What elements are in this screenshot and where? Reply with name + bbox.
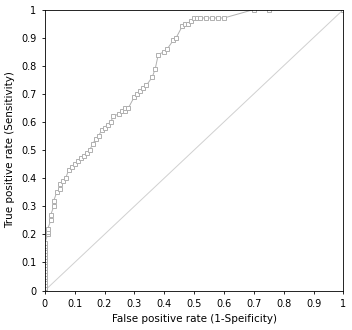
X-axis label: False positive rate (1-Speificity): False positive rate (1-Speificity): [112, 314, 277, 324]
Y-axis label: True positive rate (Sensitivity): True positive rate (Sensitivity): [6, 72, 15, 228]
